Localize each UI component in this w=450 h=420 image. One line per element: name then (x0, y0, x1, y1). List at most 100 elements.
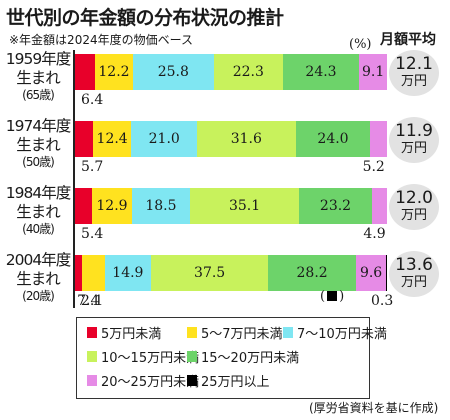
legend-label: 10～15万円未満 (101, 350, 200, 366)
chart-subtitle: ※年金額は2024年度の物価ベース (9, 33, 193, 47)
legend-label: 5～7万円未満 (201, 326, 283, 342)
legend-item: 20～25万円未満 (87, 371, 199, 390)
data-label: 6.4 (81, 92, 104, 108)
legend-item: 5～7万円未満 (187, 323, 283, 342)
bar-segment (81, 255, 105, 291)
monthly-average-bubble: 13.6 万円 (389, 251, 439, 297)
legend-swatch (187, 326, 197, 338)
data-label: 0.3 (371, 293, 394, 309)
monthly-average-unit: 万円 (400, 141, 427, 156)
row-label-age: (65歳) (22, 88, 55, 102)
monthly-average-unit: 万円 (400, 275, 427, 290)
legend: 5万円未満 5～7万円未満 7～10万円未満 10～15万円未満 15～20万円未満 20… (76, 317, 387, 399)
row-label-age: (50歳) (22, 155, 55, 169)
row-label-born: 生まれ (16, 203, 61, 221)
bar-segment (75, 188, 92, 224)
monthly-average-header: 月額平均 (380, 32, 436, 48)
legend-swatch (87, 326, 97, 338)
row-label: 2004年度 生まれ (20歳) (4, 251, 72, 303)
bar-segment: 14.9 (104, 255, 152, 291)
row-label: 1984年度 生まれ (40歳) (4, 184, 72, 236)
monthly-average-value: 13.6 (395, 255, 433, 275)
legend-swatch (283, 326, 293, 338)
legend-swatch (187, 350, 197, 362)
data-label: 28.2 (296, 265, 328, 281)
bar-segment: 12.9 (91, 188, 133, 224)
row-label-year: 1984年度 (5, 184, 71, 202)
legend-swatch (187, 374, 197, 386)
data-label: 4.9 (363, 226, 386, 242)
bar-segment: 22.3 (213, 54, 284, 90)
unit-label: (%) (349, 37, 372, 52)
row-label-born: 生まれ (16, 270, 61, 288)
data-label: 5.7 (81, 159, 104, 175)
data-label: 12.4 (96, 131, 128, 147)
legend-item: 7～10万円未満 (283, 323, 387, 342)
row-label: 1974年度 生まれ (50歳) (4, 117, 72, 169)
bar-segment (371, 188, 387, 224)
data-label: 7.4 (77, 293, 100, 309)
chart-title: 世代別の年金額の分布状況の推計 (6, 7, 284, 29)
note-label: () (320, 289, 345, 304)
monthly-average-unit: 万円 (400, 208, 427, 223)
bar-segment (75, 54, 95, 90)
bar-segment: 12.2 (94, 54, 134, 90)
row-label-year: 2004年度 (5, 251, 71, 269)
row-label-age: (40歳) (22, 222, 55, 236)
legend-swatch (87, 374, 97, 386)
monthly-average-bubble: 12.0 万円 (389, 184, 439, 230)
bar-segment: 12.4 (92, 121, 132, 157)
bar-segment (75, 121, 93, 157)
data-label: 12.2 (98, 64, 130, 80)
data-label: 9.6 (359, 265, 383, 281)
bar-segment (370, 121, 387, 157)
monthly-average-value: 12.1 (395, 54, 433, 74)
legend-label: 7～10万円未満 (297, 326, 387, 342)
data-label: 5.2 (362, 159, 385, 175)
data-label: 2.1 (81, 293, 104, 309)
data-label: 21.0 (148, 131, 180, 147)
monthly-average-unit: 万円 (400, 74, 427, 89)
bar-segment: 37.5 (151, 255, 269, 291)
bar-segment: 31.6 (196, 121, 296, 157)
monthly-average-value: 12.0 (395, 188, 433, 208)
black-square-icon (327, 291, 338, 301)
bar-segment: 9.6 (356, 255, 387, 291)
legend-item: 15～20万円未満 (187, 347, 300, 366)
data-label: 35.1 (228, 198, 261, 214)
data-label: 37.5 (194, 265, 226, 281)
legend-item: 5万円未満 (87, 323, 162, 342)
monthly-average-bubble: 12.1 万円 (389, 50, 439, 96)
bar-segment: 18.5 (132, 188, 190, 224)
data-label: 5.4 (81, 226, 104, 242)
bar-segment: 21.0 (131, 121, 197, 157)
y-axis-line (73, 50, 75, 308)
legend-label: 25万円以上 (201, 374, 270, 390)
data-label: 22.3 (232, 64, 264, 80)
legend-label: 15～20万円未満 (201, 350, 300, 366)
row-label-year: 1974年度 (5, 117, 71, 135)
bar-segment: 24.3 (283, 54, 359, 90)
data-label: 23.2 (319, 198, 352, 214)
bar-segment: 23.2 (299, 188, 372, 224)
legend-item: 10～15万円未満 (87, 347, 200, 366)
monthly-average-value: 11.9 (395, 121, 433, 141)
data-label: 25.8 (157, 64, 189, 80)
bar-segment (386, 255, 387, 291)
bar-segment: 9.1 (358, 54, 388, 90)
data-label: 24.3 (305, 64, 337, 80)
bar-segment (75, 255, 82, 291)
legend-label: 5万円未満 (101, 326, 162, 342)
row-label-age: (20歳) (22, 289, 55, 303)
legend-swatch (87, 350, 97, 362)
data-label: 24.0 (317, 131, 349, 147)
monthly-average-bubble: 11.9 万円 (389, 117, 439, 163)
bar-segment: 28.2 (268, 255, 357, 291)
data-label: 9.1 (361, 64, 385, 80)
row-label-born: 生まれ (16, 136, 61, 154)
bar-segment: 35.1 (189, 188, 300, 224)
bar-segment: 24.0 (295, 121, 371, 157)
data-label: 31.6 (230, 131, 262, 147)
legend-item: 25万円以上 (187, 371, 270, 390)
row-label-year: 1959年度 (5, 50, 71, 68)
